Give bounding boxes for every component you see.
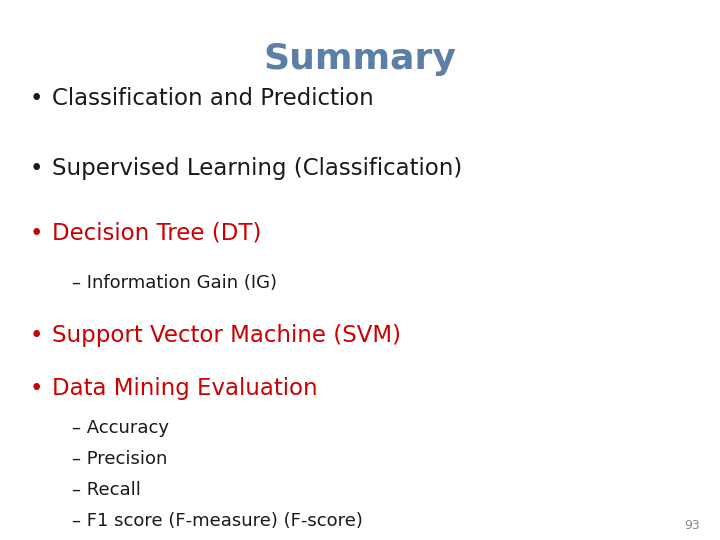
Text: Data Mining Evaluation: Data Mining Evaluation	[52, 377, 318, 400]
Text: •: •	[30, 377, 43, 400]
Text: •: •	[30, 324, 43, 347]
Text: Classification and Prediction: Classification and Prediction	[52, 87, 374, 110]
Text: – Recall: – Recall	[72, 481, 141, 499]
Text: Supervised Learning (Classification): Supervised Learning (Classification)	[52, 157, 462, 180]
Text: – Information Gain (IG): – Information Gain (IG)	[72, 274, 277, 292]
Text: Support Vector Machine (SVM): Support Vector Machine (SVM)	[52, 324, 401, 347]
Text: •: •	[30, 157, 43, 180]
Text: 93: 93	[684, 519, 700, 532]
Text: •: •	[30, 222, 43, 245]
Text: – Precision: – Precision	[72, 450, 167, 468]
Text: Summary: Summary	[264, 42, 456, 76]
Text: Decision Tree (DT): Decision Tree (DT)	[52, 222, 261, 245]
Text: – Accuracy: – Accuracy	[72, 419, 169, 437]
Text: – F1 score (F-measure) (F-score): – F1 score (F-measure) (F-score)	[72, 512, 363, 530]
Text: •: •	[30, 87, 43, 110]
